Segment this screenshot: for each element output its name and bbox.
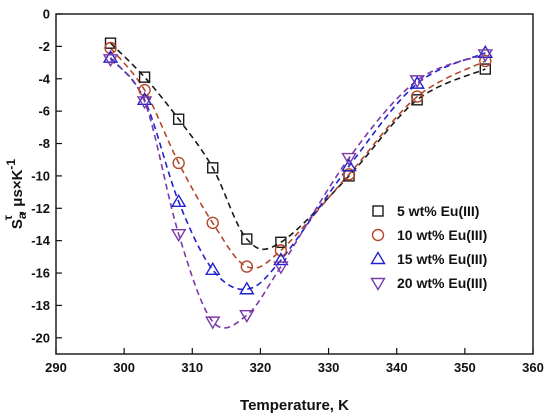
y-axis-title-units: , μs×K (9, 169, 26, 215)
data-point (477, 44, 494, 59)
data-point (409, 75, 425, 89)
data-point (138, 83, 151, 97)
legend-label: 15 wt% Eu(III) (397, 251, 487, 267)
data-point (410, 90, 424, 103)
data-point (341, 152, 357, 166)
y-tick-label: -20 (31, 330, 50, 345)
data-point (170, 228, 187, 243)
data-point (275, 236, 287, 248)
data-point (479, 63, 491, 75)
data-point (138, 71, 151, 83)
data-point (239, 309, 255, 324)
y-axis-title-sub: a (15, 212, 29, 219)
y-axis-title-base: S (9, 219, 26, 229)
data-point (136, 96, 153, 110)
x-axis-title: Temperature, K (240, 397, 349, 414)
y-tick-label: -14 (31, 233, 51, 248)
data-point (207, 162, 219, 174)
y-axis-title: Saτ, μs×K-1 (1, 159, 29, 230)
data-point (273, 261, 289, 275)
y-axis: 0 -2 -4 -6 -8 -10 -12 -14 -16 -18 -20 (31, 7, 62, 345)
data-point (341, 158, 357, 172)
y-axis-title-units-sup: -1 (4, 159, 18, 170)
legend-marker (370, 251, 386, 265)
y-tick-label: -18 (31, 298, 50, 313)
x-tick-label: 300 (113, 360, 135, 375)
data-point (239, 281, 255, 295)
x-tick-label: 340 (386, 360, 408, 375)
data-point (477, 49, 494, 63)
data-point (136, 91, 153, 106)
data-point (240, 260, 254, 273)
y-tick-label: -4 (38, 71, 50, 86)
x-tick-label: 290 (45, 360, 67, 375)
legend-label: 20 wt% Eu(III) (397, 275, 487, 291)
legend-marker (371, 228, 385, 242)
data-point (273, 252, 289, 266)
data-point (274, 244, 288, 257)
data-markers (102, 37, 494, 330)
data-point (206, 216, 219, 230)
data-point (342, 168, 356, 181)
data-point (172, 113, 185, 125)
series-line (109, 42, 486, 251)
y-axis-title-sup: τ (1, 214, 15, 220)
data-point (170, 193, 187, 208)
data-point (241, 233, 253, 245)
x-tick-label: 350 (454, 360, 476, 375)
legend-marker (370, 277, 386, 291)
legend: 5 wt% Eu(III) 10 wt% Eu(III) 15 wt% Eu(III… (370, 203, 487, 291)
y-tick-label: -12 (31, 201, 50, 216)
plot-frame (55, 13, 534, 355)
y-tick-label: -16 (31, 266, 50, 281)
series-line (109, 52, 486, 291)
x-tick-label: 320 (250, 360, 272, 375)
legend-marker (372, 205, 384, 217)
y-tick-label: -8 (38, 136, 50, 151)
legend-label: 5 wt% Eu(III) (397, 203, 479, 219)
data-point (479, 54, 492, 68)
legend-label: 10 wt% Eu(III) (397, 227, 487, 243)
series-line (109, 53, 486, 329)
y-tick-label: 0 (43, 7, 50, 22)
data-point (104, 37, 117, 49)
data-point (205, 261, 221, 276)
y-tick-label: -2 (38, 39, 50, 54)
y-tick-label: -10 (31, 168, 50, 183)
x-tick-label: 310 (181, 360, 203, 375)
y-tick-label: -6 (38, 104, 50, 119)
data-point (205, 316, 221, 330)
data-point (172, 156, 185, 170)
x-axis: 290 300 310 320 330 340 350 360 (45, 348, 544, 375)
data-point (102, 49, 119, 63)
x-tick-label: 360 (522, 360, 544, 375)
x-tick-label: 330 (318, 360, 340, 375)
data-point (102, 54, 119, 68)
data-point (104, 41, 117, 55)
